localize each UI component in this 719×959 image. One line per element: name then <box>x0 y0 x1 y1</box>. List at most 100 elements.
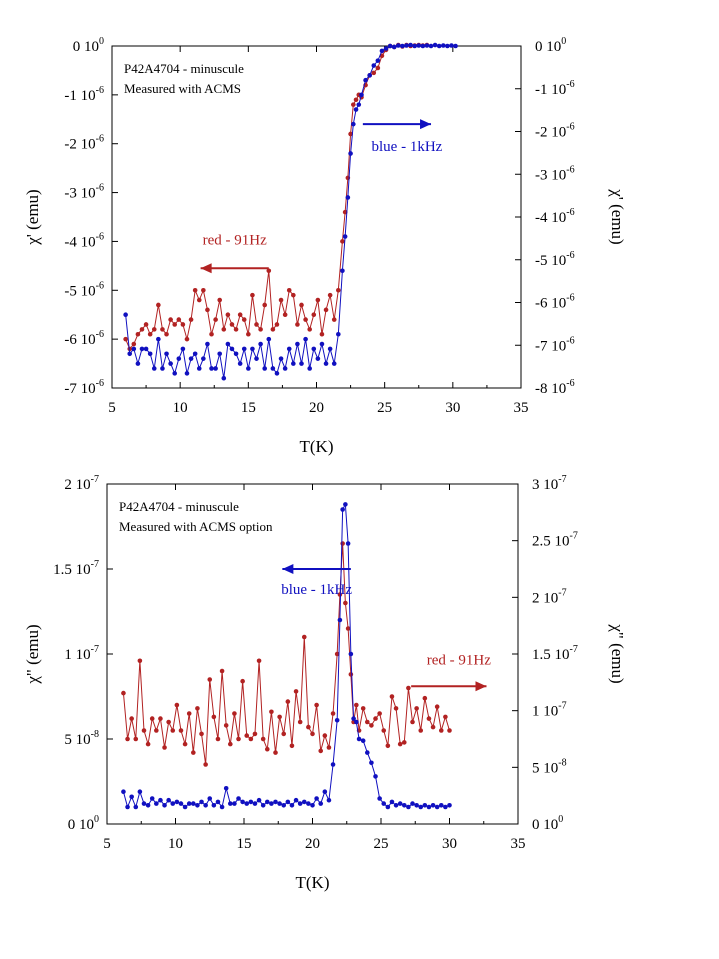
data-point-blue <box>342 234 348 239</box>
data-point-red <box>310 731 315 737</box>
data-point-blue <box>297 801 303 806</box>
x-axis-label: T(K) <box>300 437 334 456</box>
data-point-blue <box>186 801 192 806</box>
data-point-red <box>401 740 407 745</box>
tick-exponent: -6 <box>96 231 104 242</box>
data-point-blue <box>121 789 126 794</box>
data-point-blue <box>379 48 385 54</box>
data-point-red <box>260 736 266 742</box>
data-point-red <box>340 239 345 244</box>
tick-exponent: 0 <box>99 36 104 47</box>
tick-mantissa: 1.5 10 <box>532 647 570 663</box>
data-point-red <box>270 327 276 332</box>
x-tick-label: 5 <box>103 836 111 852</box>
tick-mantissa: -7 10 <box>535 338 566 354</box>
data-point-red <box>410 719 415 725</box>
y-tick-label-right: 1 10-7 <box>532 701 567 720</box>
data-point-blue <box>274 371 280 376</box>
data-point-red <box>381 728 387 733</box>
tick-exponent: -8 <box>91 729 99 740</box>
data-point-blue <box>281 803 287 808</box>
data-point-blue <box>168 361 173 366</box>
data-point-blue <box>273 799 278 805</box>
tick-exponent: -6 <box>96 85 104 96</box>
tick-mantissa: -4 10 <box>64 234 95 250</box>
data-point-red <box>311 312 317 318</box>
data-point-red <box>385 743 391 749</box>
data-point-blue <box>191 801 196 806</box>
data-point-blue <box>356 736 362 742</box>
data-point-red <box>232 711 237 716</box>
tick-mantissa: -2 10 <box>64 137 95 153</box>
series-line-blue <box>122 502 450 809</box>
tick-exponent: -8 <box>558 757 566 768</box>
data-point-blue <box>426 804 432 810</box>
data-point-red <box>182 741 188 747</box>
data-point-red <box>178 728 184 733</box>
y-tick-label-right: -4 10-6 <box>535 207 575 226</box>
data-point-red <box>291 292 296 298</box>
arrow-head-blue <box>282 564 294 574</box>
data-point-blue <box>164 351 169 357</box>
data-point-blue <box>322 789 328 794</box>
y-tick-label-left: 5 10-8 <box>64 729 99 748</box>
data-point-red <box>281 731 287 737</box>
data-point-red <box>221 327 227 332</box>
data-point-blue <box>158 797 163 803</box>
data-point-red <box>213 317 218 322</box>
x-tick-label: 25 <box>374 836 389 852</box>
data-point-blue <box>147 351 153 357</box>
data-point-red <box>353 97 359 103</box>
data-point-red <box>373 716 378 721</box>
data-point-blue <box>348 651 354 657</box>
data-point-red <box>348 672 354 677</box>
tick-mantissa: 0 10 <box>73 39 99 55</box>
plot-frame <box>111 45 522 389</box>
tick-mantissa: 2 10 <box>532 590 558 606</box>
data-point-blue <box>345 541 351 546</box>
data-point-red <box>278 297 284 303</box>
data-point-red <box>293 689 299 694</box>
data-point-red <box>209 331 214 337</box>
data-point-blue <box>381 801 387 806</box>
data-point-red <box>438 728 444 733</box>
data-point-red <box>274 322 280 327</box>
data-point-red <box>229 322 235 327</box>
arrow-head-blue <box>420 119 432 130</box>
data-point-red <box>188 317 194 322</box>
y-tick-label-right: 2.5 10-7 <box>532 531 578 550</box>
data-point-blue <box>406 804 411 810</box>
data-point-blue <box>133 804 139 810</box>
y-axis-label-left: χ" (emu) <box>23 624 42 684</box>
data-point-blue <box>401 803 407 808</box>
tick-exponent: -7 <box>558 701 566 712</box>
data-point-blue <box>310 803 315 808</box>
tick-mantissa: -6 10 <box>535 296 566 312</box>
data-point-blue <box>447 803 452 808</box>
data-point-blue <box>252 801 258 806</box>
y-tick-label-right: 0 100 <box>532 814 563 833</box>
data-point-blue <box>375 58 381 63</box>
data-point-red <box>389 694 395 699</box>
data-point-blue <box>306 801 311 806</box>
data-point-blue <box>434 804 440 810</box>
data-point-red <box>318 748 324 754</box>
data-point-blue <box>422 803 428 808</box>
tick-exponent: -6 <box>96 329 104 340</box>
data-point-blue <box>246 366 251 371</box>
data-point-blue <box>228 801 233 806</box>
data-point-red <box>369 723 374 728</box>
data-point-red <box>277 714 282 720</box>
data-point-red <box>162 745 167 750</box>
tick-exponent: -6 <box>566 79 574 90</box>
y-tick-label-right: -7 10-6 <box>535 335 575 354</box>
data-point-blue <box>391 44 397 50</box>
data-point-blue <box>440 43 446 48</box>
x-tick-label: 15 <box>237 836 252 852</box>
data-point-blue <box>270 366 276 371</box>
tick-exponent: -6 <box>96 183 104 194</box>
data-point-blue <box>195 803 200 808</box>
data-point-blue <box>340 268 345 274</box>
data-point-blue <box>348 151 353 156</box>
data-point-blue <box>180 346 186 352</box>
